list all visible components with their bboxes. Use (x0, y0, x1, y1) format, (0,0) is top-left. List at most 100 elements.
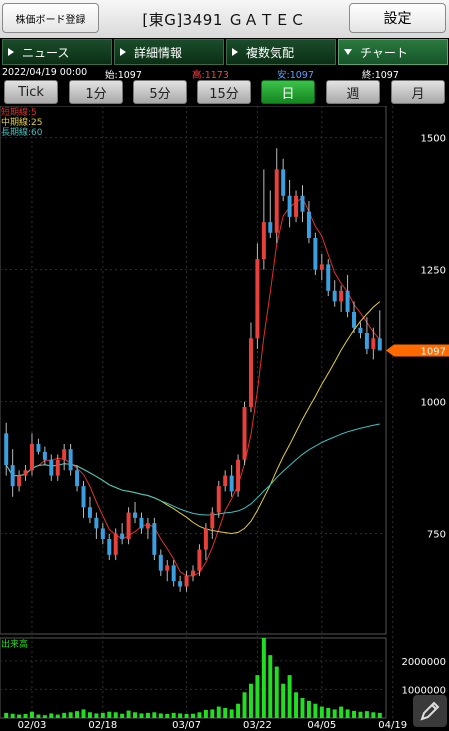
candle (4, 422, 9, 476)
period-5min-button[interactable]: 5分 (133, 80, 187, 104)
date-tick-label: 02/03 (18, 720, 47, 731)
candle (81, 480, 86, 518)
period-day-button[interactable]: 日 (261, 80, 315, 104)
tab-news[interactable]: ニュース (2, 39, 112, 65)
volume-bar (306, 700, 311, 718)
price-axis: 1500 1250 1000 750 1097 (386, 134, 449, 541)
candle (17, 470, 22, 492)
tab-label: チャート (360, 45, 408, 60)
candle (274, 148, 279, 244)
candle (55, 454, 60, 481)
candle (126, 507, 131, 545)
top-bar: 株価ボード登録 [東G]3491 ＧＡＴＥＣ 設定 (0, 0, 449, 38)
candle-body (242, 406, 247, 460)
volume-bar (100, 712, 105, 718)
candle (223, 470, 228, 492)
candle-body (294, 195, 299, 217)
settings-button[interactable]: 設定 (349, 3, 446, 33)
candle-body (81, 486, 86, 508)
period-tick-button[interactable]: Tick (4, 80, 58, 104)
date-tick-label: 04/05 (307, 720, 336, 731)
date-tick-label: 03/07 (172, 720, 201, 731)
candle (281, 158, 286, 202)
candle (191, 565, 195, 582)
candle (158, 549, 163, 576)
volume-bar (165, 714, 170, 718)
period-15min-button[interactable]: 15分 (197, 80, 251, 104)
period-month-button[interactable]: 月 (391, 80, 445, 104)
candle-body (62, 449, 67, 460)
period-1min-button[interactable]: 1分 (69, 80, 123, 104)
triangle-right-icon (8, 48, 14, 56)
candle-body (358, 327, 363, 334)
volume-bar (345, 709, 350, 718)
mid-ma-line (5, 301, 381, 535)
volume-bar (255, 675, 260, 718)
volume-bar (87, 712, 92, 718)
candlesticks (4, 148, 382, 592)
candle (352, 301, 357, 334)
volume-bar (178, 713, 183, 718)
moving-average-lines (5, 197, 381, 577)
volume-bar (248, 683, 253, 718)
volume-label: 出来高 (1, 638, 28, 650)
register-board-button[interactable]: 株価ボード登録 (2, 3, 99, 33)
volume-tick-label: 1000000 (401, 685, 446, 696)
volume-bar (23, 714, 28, 718)
volume-bar (191, 713, 195, 718)
candle-body (94, 517, 99, 529)
tab-chart[interactable]: チャート (338, 39, 448, 65)
volume-bar (29, 711, 34, 718)
candle (268, 190, 273, 238)
candle-body (377, 338, 382, 351)
volume-bar (152, 712, 157, 718)
volume-bar (36, 714, 41, 718)
close-price: 終:1097 (362, 70, 399, 81)
candle-body (126, 512, 131, 539)
candle (87, 496, 92, 524)
candle-body (36, 443, 41, 452)
candle (210, 507, 215, 539)
candle (197, 544, 202, 576)
triangle-right-icon (120, 48, 126, 56)
volume-bar (158, 713, 163, 718)
draw-tool-button[interactable] (413, 695, 447, 727)
candle (42, 446, 47, 466)
candle (120, 523, 125, 545)
candle-body (332, 290, 337, 302)
candle-body (216, 486, 221, 513)
date-tick-label: 04/19 (378, 720, 407, 731)
candle-body (120, 533, 125, 539)
candle (248, 322, 253, 413)
period-week-button[interactable]: 週 (326, 80, 380, 104)
candle (371, 327, 376, 360)
volume-bar (81, 709, 86, 718)
volume-bar (236, 703, 241, 718)
tab-multiple-quotes[interactable]: 複数気配 (226, 39, 336, 65)
volume-bar (281, 683, 286, 718)
candle-body (236, 459, 241, 492)
volume-bar (300, 698, 305, 718)
candle-body (165, 565, 170, 571)
candle-body (319, 264, 324, 270)
quote-datetime: 2022/04/19 00:00 (2, 67, 88, 78)
volume-bar (332, 709, 337, 718)
volume-bar (210, 709, 215, 718)
volume-bar (319, 706, 324, 718)
candle-body (113, 533, 118, 555)
tab-details[interactable]: 詳細情報 (114, 39, 224, 65)
tab-bar: ニュース 詳細情報 複数気配 チャート (0, 39, 449, 66)
candle-body (229, 475, 234, 492)
legend-entry: 長期線:60 (1, 126, 43, 138)
candle-body (139, 517, 144, 529)
candle (113, 528, 118, 561)
candle-body (197, 549, 202, 571)
volume-bar (55, 714, 60, 718)
volume-bar (223, 708, 228, 718)
candle (94, 512, 99, 539)
volume-bar (287, 675, 292, 718)
candle-body (107, 538, 112, 555)
price-pane-border (0, 106, 387, 635)
